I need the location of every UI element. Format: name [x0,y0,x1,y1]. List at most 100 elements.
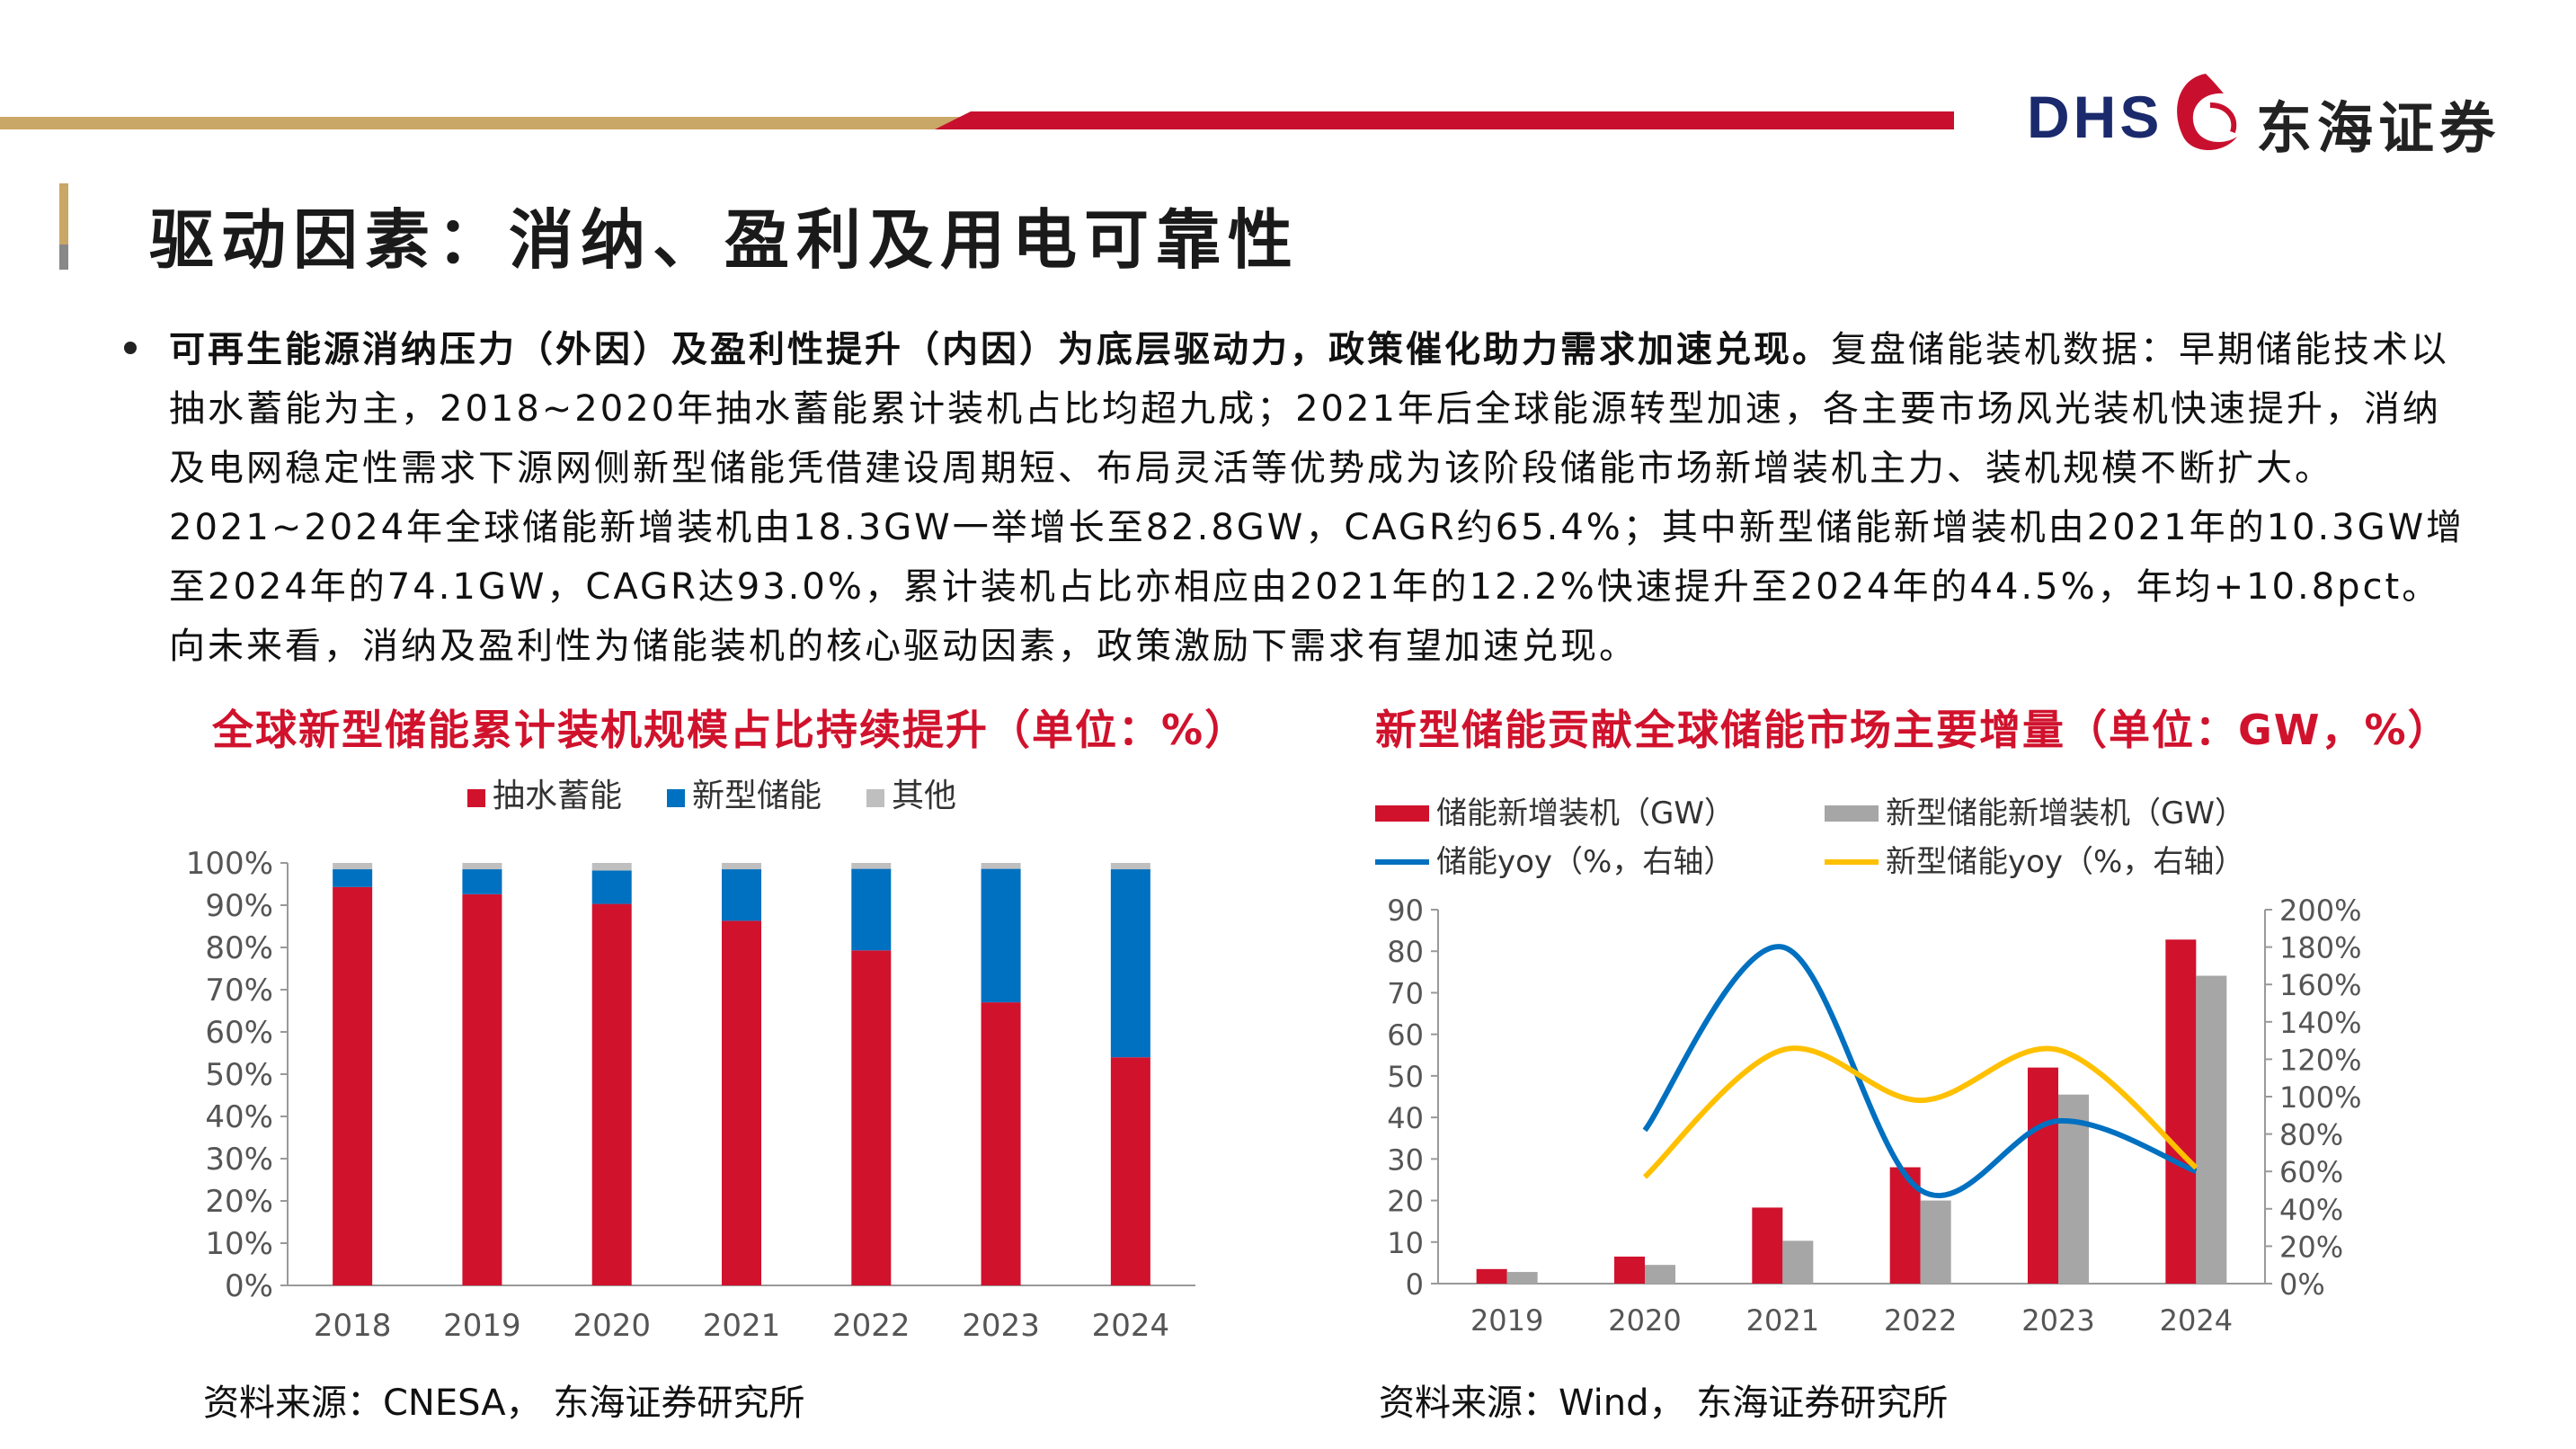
y-tick-label-left: 50 [1387,1060,1424,1094]
body-text: 复盘储能装机数据：早期储能技术以抽水蓄能为主，2018~2020年抽水蓄能累计装… [169,329,2465,667]
dragon-logo-icon [2177,74,2237,150]
y-tick-label-left: 40 [1387,1101,1424,1135]
y-tick-label-right: 200% [2279,893,2361,928]
chart2-bar-line: 储能新增装机（GW） 新型储能新增装机（GW） 储能yoy（%，右轴） 新型储能yoy… [1375,796,2361,1338]
chart1-title: 全球新型储能累计装机规模占比持续提升（单位：%） [212,706,1248,754]
x-tick-label: 2020 [573,1308,651,1344]
bar-segment [981,863,1021,869]
legend-label: 抽水蓄能 [493,778,622,814]
bar [1476,1268,1507,1284]
y-tick-label: 40% [205,1099,273,1135]
bar-segment [981,1002,1021,1285]
y-tick-label: 30% [205,1142,273,1178]
bar-segment [462,869,502,894]
bar-segment [462,863,502,870]
x-tick-label: 2019 [443,1308,521,1344]
y-tick-label: 100% [186,846,273,882]
legend-label: 其他 [892,778,956,814]
bullet-icon [124,342,137,354]
bar-segment [333,869,373,887]
chart2-title: 新型储能贡献全球储能市场主要增量（单位：GW，%） [1375,706,2451,754]
x-tick-label: 2020 [1608,1303,1681,1338]
bar [1782,1240,1814,1284]
bar [1614,1256,1645,1284]
y-tick-label-right: 20% [2279,1230,2343,1264]
bar [1506,1272,1538,1284]
y-tick-label: 0% [225,1268,273,1304]
bar-segment [722,920,761,1285]
y-tick-label: 10% [205,1226,273,1262]
chart1-stacked-bar: 抽水蓄能 新型储能 其他 0% 10% 20% 30% 40% 50% 60% 70% 80% 90% 1… [186,778,1195,1344]
bar-segment [851,868,892,951]
chart2-source: 资料来源：Wind， 东海证券研究所 [1379,1382,1949,1424]
header-gold-stripe [0,117,971,129]
x-tick-label: 2018 [314,1308,392,1344]
chart1-source: 资料来源：CNESA， 东海证券研究所 [203,1382,805,1424]
x-tick-label: 2023 [962,1308,1040,1344]
bar-segment [1110,1057,1150,1285]
bar-segment [851,863,892,869]
y-tick-label-left: 0 [1406,1267,1424,1302]
x-tick-label: 2023 [2021,1303,2094,1338]
y-tick-label: 60% [205,1015,273,1051]
bar-segment [981,868,1021,1003]
y-tick-label-left: 10 [1387,1226,1424,1260]
legend-swatch [866,789,884,807]
y-tick-label-left: 80 [1387,935,1424,969]
legend-label: 储能yoy（%，右轴） [1436,844,1734,880]
y-tick-label-right: 80% [2279,1118,2343,1152]
legend-swatch [1825,805,1879,822]
y-tick-label: 90% [205,888,273,924]
legend-label: 新型储能新增装机（GW） [1886,796,2245,831]
legend-label: 新型储能 [692,778,822,814]
x-tick-label: 2021 [703,1308,781,1344]
legend-label: 新型储能yoy（%，右轴） [1886,844,2244,880]
y-tick-label-right: 100% [2279,1080,2361,1115]
legend-swatch [1375,805,1429,822]
y-tick-label-right: 120% [2279,1043,2361,1077]
body-bold-lead: 可再生能源消纳压力（外因）及盈利性提升（内因）为底层驱动力，政策催化助力需求加速… [169,329,1831,370]
y-tick-label-right: 60% [2279,1155,2343,1189]
page-title: 驱动因素：消纳、盈利及用电可靠性 [149,201,1301,278]
bar [2058,1094,2089,1284]
x-tick-label: 2024 [2160,1303,2233,1338]
series-line [1642,1045,2198,1179]
bar [1920,1200,1951,1284]
title-accent-bar-gray [59,244,68,270]
bar-segment [591,903,632,1285]
bar-segment [722,869,761,921]
legend-swatch [667,789,685,807]
bar [2196,975,2227,1284]
y-tick-label: 20% [205,1184,273,1220]
y-tick-label: 70% [205,973,273,1009]
x-tick-label: 2019 [1470,1303,1543,1338]
x-tick-label: 2022 [1884,1303,1957,1338]
y-tick-label-left: 20 [1387,1185,1424,1219]
y-tick-label-left: 70 [1387,976,1424,1010]
y-tick-label-left: 30 [1387,1142,1424,1177]
header-red-stripe [935,111,1954,129]
bar-segment [462,893,502,1285]
series-line [1642,944,2198,1199]
legend-swatch [467,789,485,807]
bar [1645,1265,1675,1284]
bar-segment [1110,869,1150,1058]
body-paragraph: 可再生能源消纳压力（外因）及盈利性提升（内因）为底层驱动力，政策催化助力需求加速… [169,320,2470,676]
y-tick-label: 50% [205,1057,273,1093]
bar [2165,939,2197,1284]
y-tick-label-right: 160% [2279,968,2361,1002]
y-tick-label-right: 40% [2279,1193,2343,1227]
bar-segment [1110,863,1150,870]
bar [2028,1067,2058,1284]
y-tick-label-left: 90 [1387,893,1424,928]
x-tick-label: 2024 [1092,1308,1170,1344]
y-tick-label-right: 140% [2279,1006,2361,1040]
y-tick-label-left: 60 [1387,1018,1424,1053]
x-tick-label: 2022 [832,1308,910,1344]
bar-segment [722,863,761,870]
bar-segment [591,863,632,871]
logo-chinese: 东海证券 [2256,95,2501,161]
y-tick-label: 80% [205,930,273,966]
bar [1752,1207,1783,1284]
bar-segment [333,886,373,1285]
